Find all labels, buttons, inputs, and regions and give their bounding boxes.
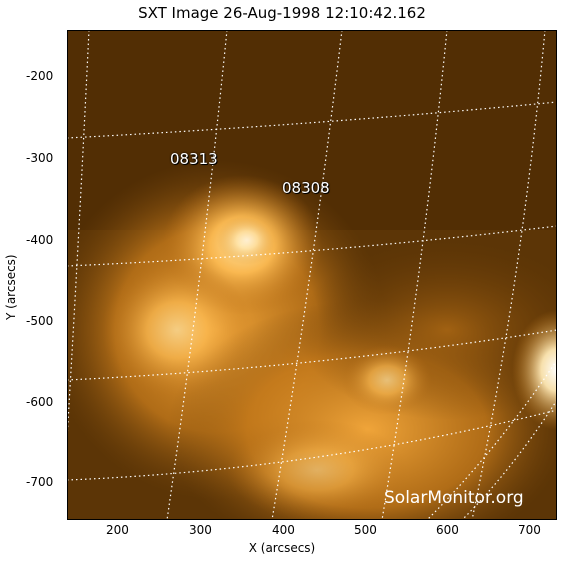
x-tick: 700 — [518, 523, 541, 537]
y-tick: -500 — [26, 314, 54, 328]
solar-xray-map — [67, 30, 557, 520]
y-tick: -700 — [26, 475, 54, 489]
y-tick: -600 — [26, 395, 54, 409]
watermark: SolarMonitor.org — [384, 488, 524, 508]
x-tick: 200 — [106, 523, 129, 537]
y-tick: -400 — [26, 233, 54, 247]
region-label-08313: 08313 — [170, 150, 218, 168]
x-axis-label: X (arcsecs) — [248, 541, 316, 555]
y-tick: -200 — [26, 69, 54, 83]
x-tick: 300 — [189, 523, 212, 537]
region-label-08308: 08308 — [282, 179, 330, 197]
y-tick: -300 — [26, 151, 54, 165]
x-tick: 600 — [436, 523, 459, 537]
image-title: SXT Image 26-Aug-1998 12:10:42.162 — [138, 4, 426, 22]
x-tick: 500 — [354, 523, 377, 537]
solar-image: 08313 08308 SolarMonitor.org — [67, 30, 557, 520]
x-tick: 400 — [272, 523, 295, 537]
y-axis-label: Y (arcsecs) — [4, 254, 18, 320]
heliographic-grid — [67, 30, 557, 520]
